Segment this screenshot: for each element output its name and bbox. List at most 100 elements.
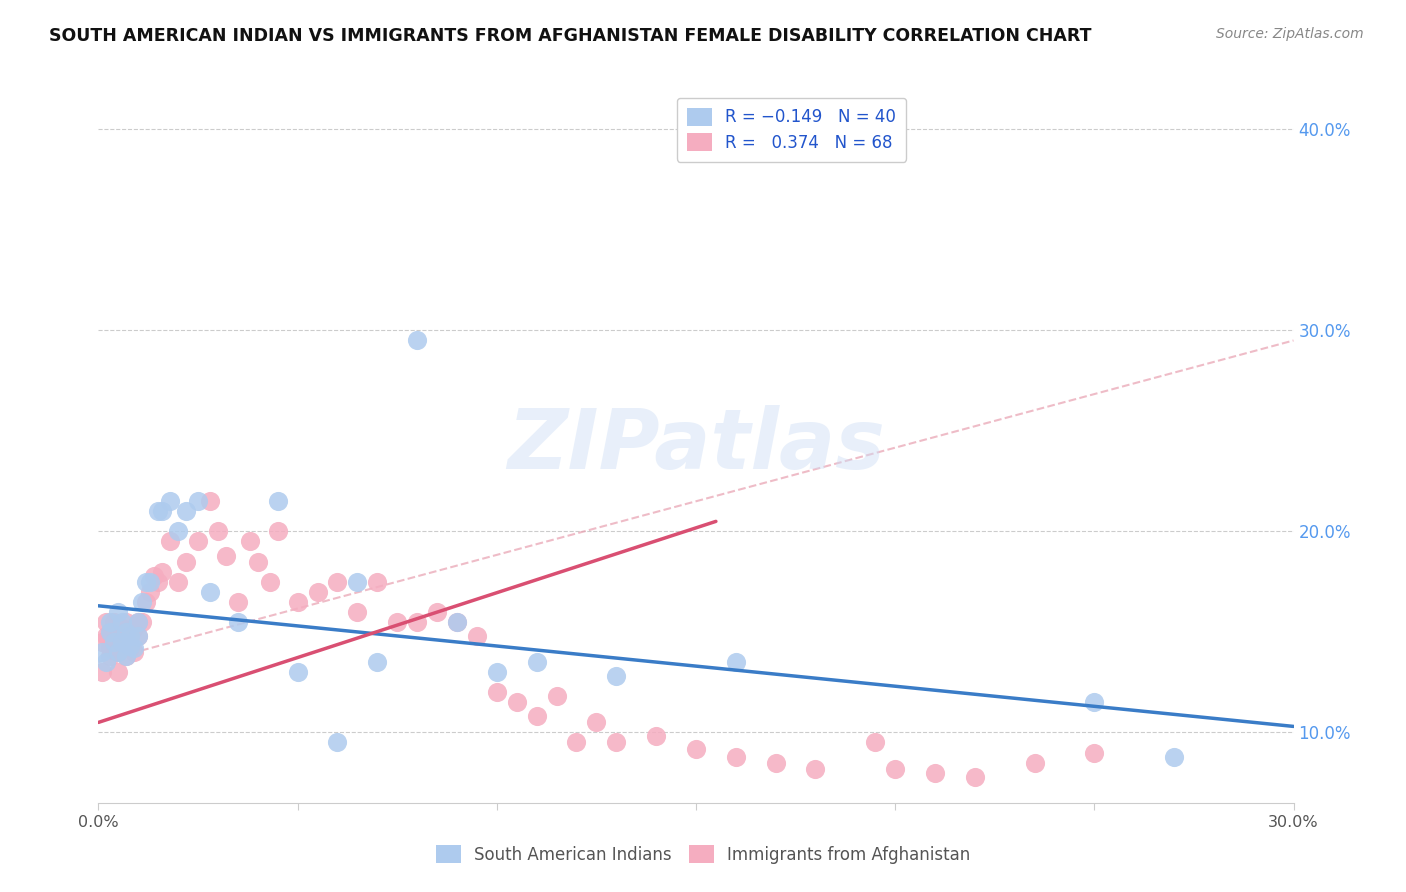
Point [143, 568, 166, 582]
Point [226, 615, 249, 629]
Point [446, 615, 468, 629]
Point [111, 635, 134, 649]
Point [526, 709, 548, 723]
Point [406, 334, 429, 348]
Point [91, 635, 114, 649]
Point [865, 735, 887, 749]
Point [103, 635, 125, 649]
Point [107, 645, 129, 659]
Point [120, 629, 142, 643]
Point [287, 595, 309, 609]
Point [924, 765, 946, 780]
Point [91, 665, 114, 680]
Point [148, 504, 170, 518]
Point [98, 648, 122, 663]
Point [246, 555, 269, 569]
Point [804, 762, 827, 776]
Point [107, 605, 129, 619]
Point [565, 735, 588, 749]
Point [135, 595, 157, 609]
Point [465, 629, 488, 643]
Point [287, 665, 309, 680]
Point [127, 629, 149, 643]
Point [485, 685, 508, 699]
Point [111, 621, 134, 635]
Point [115, 648, 138, 663]
Point [98, 624, 122, 639]
Point [585, 715, 607, 730]
Point [346, 605, 368, 619]
Point [127, 629, 149, 643]
Point [1083, 695, 1105, 709]
Point [120, 640, 142, 655]
Point [605, 669, 627, 683]
Point [239, 534, 262, 549]
Point [446, 615, 468, 629]
Point [124, 621, 146, 635]
Point [198, 584, 221, 599]
Point [1024, 756, 1046, 770]
Point [226, 595, 249, 609]
Point [307, 584, 329, 599]
Point [131, 595, 153, 609]
Point [174, 504, 197, 518]
Point [98, 615, 122, 629]
Point [103, 635, 125, 649]
Point [107, 629, 129, 643]
Point [111, 615, 134, 629]
Point [506, 695, 529, 709]
Point [605, 735, 627, 749]
Point [198, 494, 221, 508]
Point [98, 640, 122, 655]
Point [120, 639, 142, 653]
Point [724, 749, 747, 764]
Point [526, 655, 548, 669]
Point [963, 770, 986, 784]
Point [346, 574, 368, 589]
Point [259, 574, 281, 589]
Text: Source: ZipAtlas.com: Source: ZipAtlas.com [1216, 27, 1364, 41]
Point [765, 756, 787, 770]
Point [107, 645, 129, 659]
Point [215, 549, 238, 563]
Point [546, 690, 568, 704]
Point [115, 624, 138, 639]
Point [111, 635, 134, 649]
Point [107, 665, 129, 680]
Point [124, 645, 146, 659]
Point [148, 574, 170, 589]
Point [385, 615, 409, 629]
Point [326, 574, 349, 589]
Point [366, 655, 388, 669]
Point [167, 524, 190, 539]
Point [267, 494, 290, 508]
Point [724, 655, 747, 669]
Point [1163, 749, 1185, 764]
Point [159, 494, 181, 508]
Point [406, 615, 429, 629]
Point [187, 494, 209, 508]
Point [139, 574, 162, 589]
Text: ZIPatlas: ZIPatlas [508, 406, 884, 486]
Point [115, 615, 138, 629]
Point [207, 524, 229, 539]
Point [159, 534, 181, 549]
Point [103, 615, 125, 629]
Point [96, 629, 118, 643]
Point [127, 615, 149, 629]
Point [267, 524, 290, 539]
Point [91, 645, 114, 659]
Point [366, 574, 388, 589]
Point [96, 655, 118, 669]
Point [685, 741, 707, 756]
Point [645, 730, 668, 744]
Point [124, 640, 146, 655]
Point [120, 629, 142, 643]
Point [426, 605, 449, 619]
Text: SOUTH AMERICAN INDIAN VS IMMIGRANTS FROM AFGHANISTAN FEMALE DISABILITY CORRELATI: SOUTH AMERICAN INDIAN VS IMMIGRANTS FROM… [49, 27, 1091, 45]
Point [150, 565, 173, 579]
Point [115, 648, 138, 663]
Point [326, 735, 349, 749]
Point [98, 624, 122, 639]
Point [96, 615, 118, 629]
